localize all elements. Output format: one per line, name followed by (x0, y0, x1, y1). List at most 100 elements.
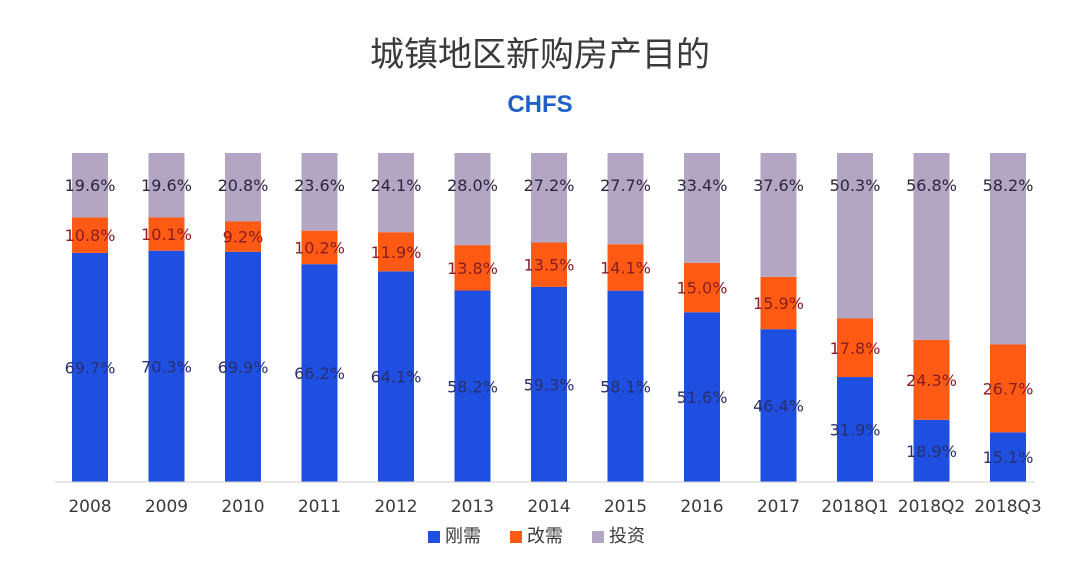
bar-segment-2018Q3-s2 (990, 153, 1026, 345)
bar-segment-2009-s0 (148, 250, 185, 482)
data-label-2018Q2-s0: 18.9% (906, 442, 957, 461)
data-label-2009-s1: 10.1% (141, 225, 192, 244)
data-label-2010-s1: 9.2% (223, 228, 264, 247)
bar-segment-2017-s2 (760, 153, 797, 277)
data-label-2018Q1-s1: 17.8% (830, 339, 881, 358)
data-label-2018Q2-s1: 24.3% (906, 371, 957, 390)
bar-segment-2016-s1 (684, 262, 720, 313)
x-tick-label-2010: 2010 (221, 497, 264, 517)
bar-segment-2017-s1 (760, 276, 797, 330)
data-label-2011-s0: 66.2% (294, 364, 345, 383)
bar-segment-2012-s2 (378, 153, 414, 233)
bar-segment-2009-s2 (148, 153, 185, 218)
bar-segment-2012-s1 (378, 232, 414, 272)
legend-swatch-1 (510, 531, 522, 543)
x-tick-label-2015: 2015 (604, 497, 647, 517)
legend-swatch-2 (592, 531, 604, 543)
bar-segment-2010-s2 (225, 153, 261, 222)
bars-group: 69.7% 10.8% 19.6% 70.3% 10.1% 19.6% 69.9% 9.2% 2… (65, 153, 1034, 482)
x-tick-label-2016: 2016 (680, 497, 723, 517)
data-label-2013-s0: 58.2% (447, 377, 498, 396)
legend: 刚需 改需 投资 (428, 526, 645, 547)
data-label-2017-s2: 37.6% (753, 176, 804, 195)
bar-segment-2018Q1-s2 (837, 153, 873, 319)
data-label-2015-s1: 14.1% (600, 258, 651, 277)
legend-label-2: 投资 (609, 526, 645, 547)
x-tick-label-2008: 2008 (68, 497, 111, 517)
data-label-2012-s2: 24.1% (371, 176, 422, 195)
data-label-2010-s2: 20.8% (218, 176, 269, 195)
x-tick-label-2011: 2011 (298, 497, 341, 517)
bar-segment-2014-s2 (531, 153, 567, 243)
data-label-2013-s1: 13.8% (447, 259, 498, 278)
data-label-2014-s2: 27.2% (524, 176, 575, 195)
legend-swatch-0 (428, 531, 440, 543)
bar-segment-2011-s0 (301, 264, 338, 482)
bar-segment-2008-s2 (72, 153, 108, 218)
data-label-2008-s2: 19.6% (65, 176, 116, 195)
data-label-2014-s0: 59.3% (524, 375, 575, 394)
bar-segment-2016-s2 (684, 153, 720, 263)
bar-segment-2015-s0 (607, 290, 644, 482)
x-tick-label-2017: 2017 (757, 497, 800, 517)
x-tick-label-2013: 2013 (451, 497, 494, 517)
data-label-2015-s0: 58.1% (600, 377, 651, 396)
bar-segment-2018Q2-s2 (913, 153, 950, 340)
x-tick-label-2018Q2: 2018Q2 (898, 497, 965, 517)
data-label-2014-s1: 13.5% (524, 256, 575, 275)
bar-segment-2018Q1-s0 (837, 377, 873, 482)
bar-segment-2014-s1 (531, 242, 567, 287)
bar-segment-2013-s0 (454, 290, 491, 482)
data-label-2008-s1: 10.8% (65, 226, 116, 245)
data-label-2016-s0: 51.6% (677, 388, 728, 407)
bar-segment-2014-s0 (531, 286, 567, 482)
data-label-2011-s2: 23.6% (294, 176, 345, 195)
bar-segment-2018Q2-s1 (913, 339, 950, 420)
data-label-2009-s2: 19.6% (141, 176, 192, 195)
legend-label-0: 刚需 (445, 526, 481, 547)
bar-segment-2018Q3-s1 (990, 344, 1026, 433)
bar-segment-2008-s0 (72, 252, 108, 482)
bar-segment-2016-s0 (684, 312, 720, 482)
x-tick-labels: 2008 2009 2010 2011 2012 2013 2014 2015 2016 2017… (68, 497, 1041, 517)
data-label-2016-s1: 15.0% (677, 279, 728, 298)
data-label-2017-s1: 15.9% (753, 294, 804, 313)
bar-segment-2008-s1 (72, 217, 108, 253)
bar-segment-2010-s1 (225, 221, 261, 252)
bar-segment-2018Q2-s0 (913, 419, 950, 482)
bar-segment-2012-s0 (378, 271, 414, 482)
legend-label-1: 改需 (527, 526, 563, 547)
chart-subtitle: CHFS (507, 91, 572, 118)
bar-segment-2015-s1 (607, 244, 644, 291)
x-tick-label-2009: 2009 (145, 497, 188, 517)
data-label-2012-s1: 11.9% (371, 243, 422, 262)
x-tick-label-2012: 2012 (374, 497, 417, 517)
x-tick-label-2018Q1: 2018Q1 (821, 497, 888, 517)
bar-segment-2018Q1-s1 (837, 318, 873, 378)
data-label-2009-s0: 70.3% (141, 357, 192, 376)
bar-segment-2018Q3-s0 (990, 432, 1026, 482)
bar-segment-2010-s0 (225, 251, 261, 482)
data-label-2011-s1: 10.2% (294, 238, 345, 257)
chart-title: 城镇地区新购房产目的 (370, 35, 710, 75)
data-label-2018Q2-s2: 56.8% (906, 176, 957, 195)
bar-segment-2017-s0 (760, 329, 797, 482)
data-label-2015-s2: 27.7% (600, 176, 651, 195)
data-label-2018Q3-s0: 15.1% (983, 448, 1034, 467)
data-label-2018Q3-s1: 26.7% (983, 379, 1034, 398)
data-label-2016-s2: 33.4% (677, 176, 728, 195)
data-label-2010-s0: 69.9% (218, 358, 269, 377)
data-label-2018Q1-s0: 31.9% (830, 421, 881, 440)
data-label-2008-s0: 69.7% (65, 358, 116, 377)
data-label-2018Q3-s2: 58.2% (983, 176, 1034, 195)
data-label-2018Q1-s2: 50.3% (830, 176, 881, 195)
bar-segment-2013-s1 (454, 245, 491, 291)
data-label-2012-s0: 64.1% (371, 368, 422, 387)
data-label-2017-s0: 46.4% (753, 397, 804, 416)
bar-segment-2011-s2 (301, 153, 338, 231)
bar-segment-2013-s2 (454, 153, 491, 246)
bar-segment-2015-s2 (607, 153, 644, 245)
bar-segment-2009-s1 (148, 217, 185, 251)
bar-segment-2011-s1 (301, 230, 338, 265)
